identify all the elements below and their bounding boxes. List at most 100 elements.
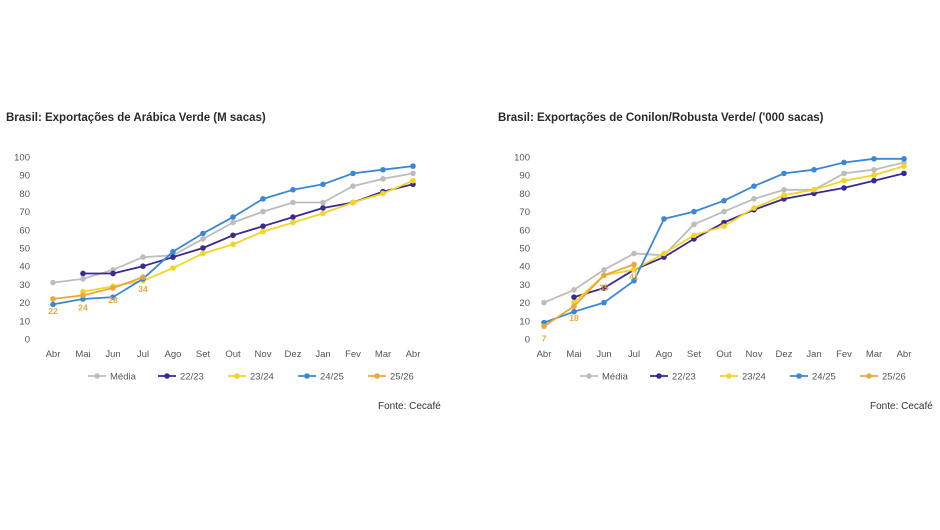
legend-label: 25/26 xyxy=(390,372,414,383)
data-label: 28 xyxy=(108,295,118,305)
data-point xyxy=(781,186,787,193)
y-tick-label: 10 xyxy=(519,316,530,327)
data-point xyxy=(380,166,386,173)
legend-item: 23/24 xyxy=(228,372,274,383)
x-tick-label: Abr xyxy=(406,349,421,360)
legend-item: 25/26 xyxy=(860,372,906,383)
x-tick-label: Jun xyxy=(596,349,611,360)
data-point xyxy=(691,208,697,215)
data-point xyxy=(350,183,356,189)
x-tick-label: Jul xyxy=(137,349,149,360)
data-point xyxy=(871,177,877,184)
y-tick-label: 20 xyxy=(519,298,530,309)
legend-label: Média xyxy=(602,372,629,383)
data-point xyxy=(170,248,176,255)
data-point xyxy=(571,308,577,315)
legend-swatch-marker xyxy=(374,373,380,379)
data-point xyxy=(901,170,907,177)
data-point xyxy=(601,272,607,279)
legend-item: 23/24 xyxy=(720,372,766,383)
legend-swatch-marker xyxy=(234,373,240,379)
y-tick-label: 100 xyxy=(514,153,530,164)
x-tick-label: Dez xyxy=(285,349,302,360)
data-point xyxy=(601,285,607,291)
data-point xyxy=(571,303,577,310)
data-point xyxy=(290,214,296,220)
x-tick-label: Out xyxy=(225,349,241,360)
y-tick-label: 60 xyxy=(19,225,30,236)
data-label: 18 xyxy=(569,313,579,323)
y-tick-label: 70 xyxy=(519,207,530,218)
data-point xyxy=(721,208,727,215)
y-tick-label: 80 xyxy=(519,189,530,200)
series-line xyxy=(573,172,905,298)
y-tick-label: 40 xyxy=(519,262,530,273)
x-tick-label: Fev xyxy=(836,349,852,360)
series-line xyxy=(83,183,414,275)
data-point xyxy=(230,232,236,239)
x-tick-label: Mai xyxy=(75,349,90,360)
data-point xyxy=(781,192,787,199)
y-tick-label: 30 xyxy=(519,280,530,291)
data-point xyxy=(691,232,697,239)
legend-swatch-marker xyxy=(866,373,872,379)
data-point xyxy=(571,287,577,293)
legend-item: 22/23 xyxy=(158,372,204,383)
y-tick-label: 90 xyxy=(19,171,30,182)
legend-swatch-marker xyxy=(586,373,592,379)
data-label: 35 xyxy=(599,282,609,292)
data-point xyxy=(110,270,116,277)
data-point xyxy=(631,250,637,257)
arabica-chart: 0 10 20 30 40 50 60 70 80 90 100 Abr Mai Jun Jul Ago Set… xyxy=(14,153,421,383)
legend-swatch-marker xyxy=(796,373,802,379)
data-point xyxy=(50,279,56,286)
legend-label: 24/25 xyxy=(320,372,344,383)
data-point xyxy=(260,196,266,202)
legend-swatch-marker xyxy=(656,373,662,379)
legend-item: 25/26 xyxy=(368,372,414,383)
y-tick-label: 40 xyxy=(19,262,30,273)
data-point xyxy=(871,172,877,178)
data-label: 7 xyxy=(542,333,547,343)
data-point xyxy=(320,210,326,217)
y-tick-label: 70 xyxy=(19,207,30,218)
legend-item: Média xyxy=(88,372,137,383)
data-point xyxy=(200,245,206,251)
x-tick-label: Jan xyxy=(806,349,821,360)
data-point xyxy=(410,163,416,169)
data-point xyxy=(631,267,637,273)
data-point xyxy=(260,208,266,215)
data-label: 34 xyxy=(138,284,148,294)
data-point xyxy=(350,199,356,206)
data-point xyxy=(170,265,176,271)
data-point xyxy=(410,177,416,184)
y-tick-label: 20 xyxy=(19,298,30,309)
data-point xyxy=(230,214,236,220)
data-point xyxy=(200,230,206,237)
data-point xyxy=(170,254,176,260)
data-point xyxy=(751,183,757,189)
y-tick-label: 50 xyxy=(519,244,530,255)
data-point xyxy=(841,185,847,191)
series-line xyxy=(543,157,904,324)
y-tick-label: 0 xyxy=(525,335,530,346)
data-point xyxy=(80,276,86,282)
data-point xyxy=(841,177,847,184)
data-point xyxy=(751,196,757,202)
x-tick-label: Set xyxy=(687,349,702,360)
y-tick-label: 0 xyxy=(25,335,30,346)
x-tick-label: Jan xyxy=(315,349,330,360)
legend-label: 23/24 xyxy=(250,372,274,383)
data-point xyxy=(841,170,847,177)
x-tick-label: Jun xyxy=(105,349,120,360)
x-tick-label: Abr xyxy=(897,349,912,360)
x-tick-label: Mar xyxy=(375,349,391,360)
data-point xyxy=(410,170,416,177)
data-point xyxy=(110,285,116,291)
data-point xyxy=(631,261,637,268)
data-label: 41 xyxy=(629,271,639,281)
data-point xyxy=(200,250,206,257)
chart-source: Fonte: Cecafé xyxy=(378,401,441,412)
data-point xyxy=(80,292,86,299)
legend-item: 22/23 xyxy=(650,372,696,383)
